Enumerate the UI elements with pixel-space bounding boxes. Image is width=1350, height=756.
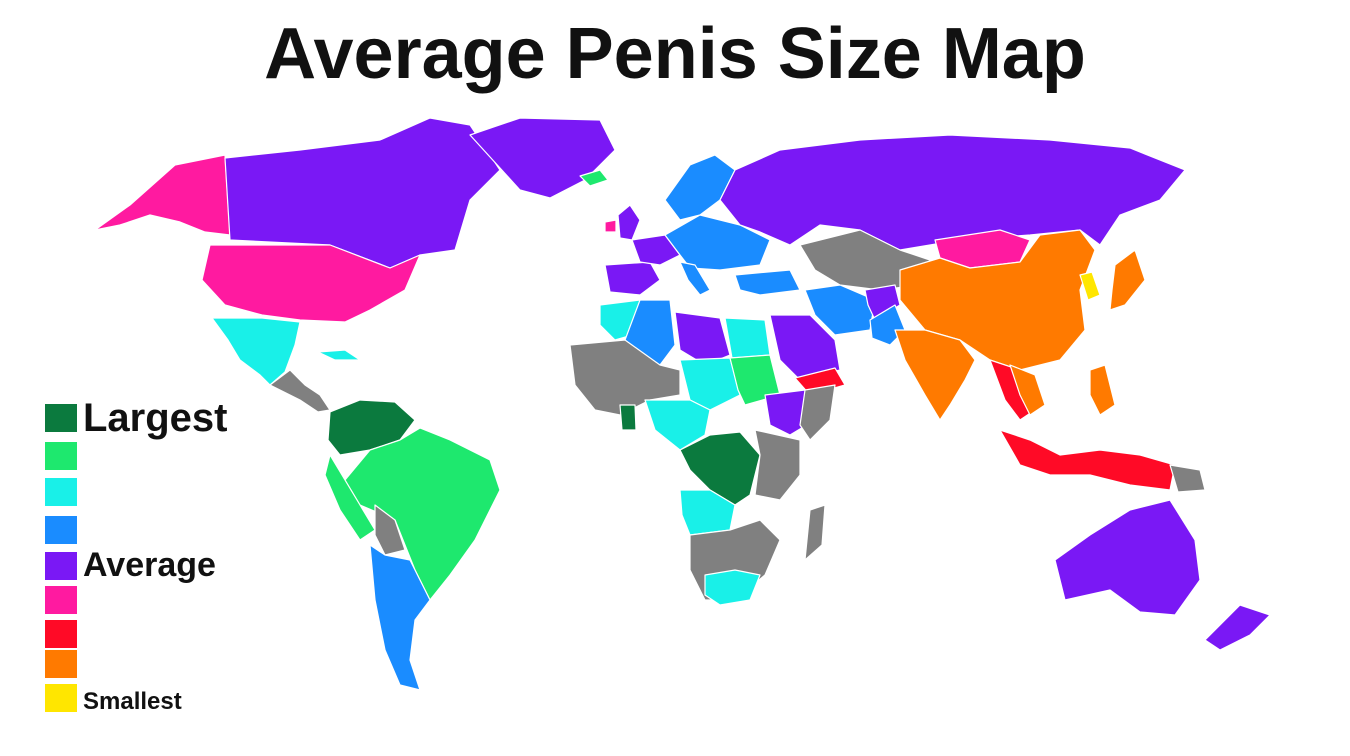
- region-papua: [1169, 464, 1206, 493]
- region-turkey: [734, 269, 801, 296]
- region-horn-africa: [799, 384, 836, 441]
- region-ireland: [604, 219, 617, 233]
- map-title: Average Penis Size Map: [264, 14, 1086, 94]
- region-argentina-chile: [369, 544, 431, 691]
- world-map: [94, 117, 1271, 691]
- legend-swatch: [45, 586, 77, 614]
- region-mexico: [211, 317, 301, 386]
- region-philippines: [1089, 364, 1116, 416]
- legend-label: Smallest: [83, 688, 182, 715]
- region-bolivia: [374, 504, 406, 556]
- region-central-africa: [644, 399, 711, 451]
- legend-swatch: [45, 404, 77, 432]
- region-new-zealand: [1204, 604, 1271, 651]
- region-india: [894, 329, 976, 421]
- region-russia: [719, 134, 1186, 251]
- legend-label: Average: [83, 546, 216, 584]
- region-madagascar: [804, 504, 826, 561]
- region-uk: [617, 204, 641, 241]
- region-brazil: [344, 427, 501, 601]
- region-sudan: [729, 354, 781, 406]
- region-libya: [674, 311, 731, 366]
- legend-swatch: [45, 478, 77, 506]
- region-usa: [201, 244, 421, 323]
- region-cuba: [317, 349, 361, 361]
- region-korea: [1079, 271, 1101, 301]
- region-japan: [1109, 249, 1146, 311]
- region-central-america: [269, 369, 331, 413]
- region-france: [631, 234, 681, 266]
- region-central-europe: [664, 214, 771, 271]
- legend-swatch: [45, 684, 77, 712]
- region-australia: [1054, 499, 1201, 616]
- legend-swatch: [45, 442, 77, 470]
- region-alaska: [94, 154, 231, 236]
- region-vietnam: [1009, 364, 1046, 416]
- region-saudi-arabia: [769, 314, 841, 381]
- region-chad-niger: [679, 357, 741, 411]
- region-west-africa: [569, 339, 681, 416]
- region-peru: [324, 454, 376, 541]
- region-italy: [679, 261, 711, 296]
- legend-swatch: [45, 620, 77, 648]
- region-iran: [804, 284, 876, 336]
- region-congo: [679, 431, 761, 506]
- region-east-africa: [754, 429, 801, 501]
- region-greenland: [469, 117, 616, 199]
- region-scandinavia: [664, 154, 736, 221]
- region-ghana: [619, 404, 637, 431]
- legend-swatch: [45, 650, 77, 678]
- legend-swatch: [45, 552, 77, 580]
- region-indonesia: [999, 429, 1176, 491]
- region-south-africa: [704, 569, 761, 606]
- region-egypt: [724, 317, 771, 359]
- region-iceland: [579, 169, 609, 187]
- legend-label: Largest: [83, 396, 228, 440]
- region-iberia: [604, 261, 661, 296]
- legend-swatch: [45, 516, 77, 544]
